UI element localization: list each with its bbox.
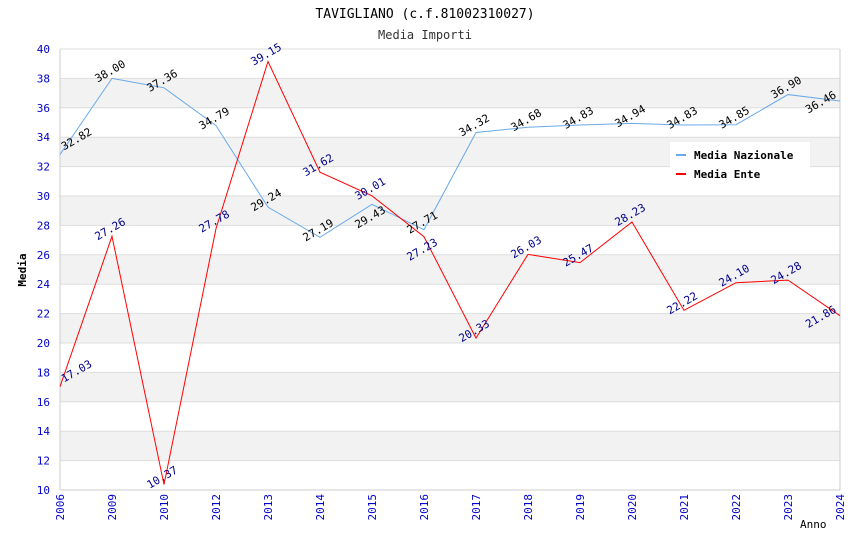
legend-label: Media Ente (694, 168, 761, 181)
x-tick-label: 2024 (834, 494, 847, 521)
x-tick-label: 2019 (574, 494, 587, 521)
grid-band (60, 78, 840, 108)
y-tick-label: 18 (37, 366, 50, 379)
data-label: 22.22 (665, 289, 700, 317)
chart-title: TAVIGLIANO (c.f.81002310027) (315, 7, 534, 22)
grid-band (60, 431, 840, 461)
x-tick-label: 2017 (470, 494, 483, 521)
y-tick-label: 14 (37, 425, 51, 438)
series-line-ente (59, 60, 841, 485)
x-tick-label: 2020 (626, 494, 639, 521)
x-tick-label: 2023 (782, 494, 795, 521)
y-tick-label: 32 (37, 161, 50, 174)
y-tick-label: 28 (37, 219, 50, 232)
grid-band (60, 196, 840, 226)
y-tick-label: 20 (37, 337, 50, 350)
y-tick-label: 30 (37, 190, 50, 203)
y-tick-label: 12 (37, 455, 50, 468)
x-tick-label: 2010 (158, 494, 171, 521)
data-label: 39.15 (249, 41, 284, 69)
x-tick-label: 2022 (730, 494, 743, 521)
x-tick-label: 2006 (54, 494, 67, 521)
data-label: 10.37 (145, 464, 180, 492)
y-tick-label: 16 (37, 396, 50, 409)
grid-band (60, 372, 840, 402)
x-tick-label: 2021 (678, 494, 691, 521)
y-axis-label: Media (16, 253, 29, 286)
legend: Media Nazionale Media Ente (670, 142, 810, 184)
y-tick-label: 22 (37, 308, 50, 321)
x-tick-label: 2012 (210, 494, 223, 521)
y-tick-label: 10 (37, 484, 50, 497)
grid-band (60, 254, 840, 285)
chart-subtitle: Media Importi (378, 28, 472, 42)
grid-band (60, 313, 840, 343)
y-tick-label: 40 (37, 43, 50, 56)
series-line-nazionale (59, 77, 841, 238)
legend-label: Media Nazionale (694, 149, 794, 162)
y-tick-label: 36 (37, 102, 50, 115)
x-tick-label: 2009 (106, 494, 119, 521)
x-tick-label: 2014 (314, 494, 327, 521)
data-label: 34.68 (509, 106, 544, 134)
x-tick-label: 2015 (366, 494, 379, 521)
x-tick-label: 2018 (522, 494, 535, 521)
x-tick-label: 2016 (418, 494, 431, 521)
y-tick-label: 26 (37, 249, 50, 262)
x-axis-label: Anno (800, 518, 827, 531)
y-tick-label: 24 (37, 278, 51, 291)
y-tick-label: 38 (37, 72, 50, 85)
y-tick-label: 34 (37, 131, 51, 144)
data-label: 34.79 (197, 105, 232, 133)
x-tick-label: 2013 (262, 494, 275, 521)
